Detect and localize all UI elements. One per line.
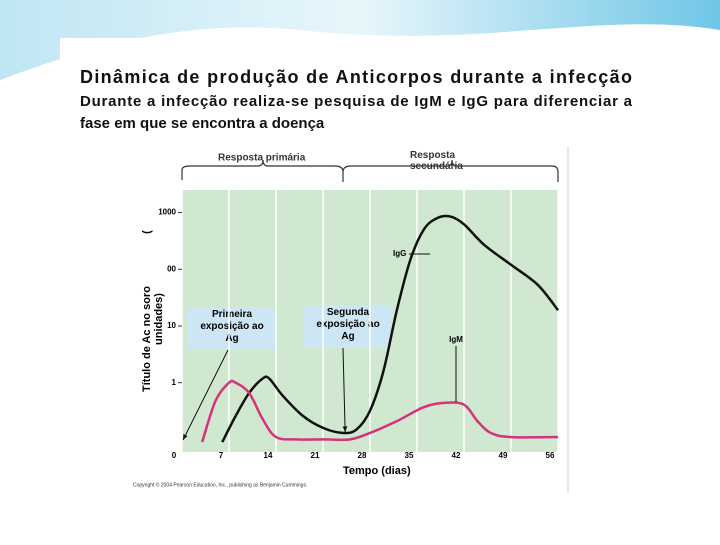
slide-text: fase em que se encontra a doença	[80, 115, 325, 132]
series-label: IgG	[393, 249, 406, 258]
annotation-box	[188, 307, 276, 350]
annotation: Primeira exposição ao Ag	[200, 309, 264, 344]
x-tick-label: 35	[405, 451, 414, 460]
x-tick-label: 49	[499, 451, 508, 460]
x-tick-label: 21	[311, 451, 320, 460]
phase-brackets	[181, 159, 559, 182]
annotation-box	[304, 305, 392, 348]
slide-text: Durante a infecção realiza-se pesquisa d…	[80, 93, 633, 110]
annotation-box: Primeira exposição ao Ag	[200, 309, 264, 344]
phase-label: Resposta primária	[218, 153, 306, 164]
x-tick-label: 0	[172, 451, 177, 460]
y-tick-label: 00	[167, 264, 176, 273]
series-label: IgM	[449, 335, 463, 344]
y-tick-label: 10	[167, 321, 176, 330]
y-axis-label: unidades)	[153, 293, 165, 345]
arrow-head	[183, 434, 188, 440]
phase-label-box: Resposta secundária	[410, 150, 463, 172]
header-wave	[0, 0, 720, 80]
annotation-box: Segunda exposição ao Ag	[316, 307, 380, 342]
arrow-head	[342, 426, 348, 432]
x-axis-label: Tempo (dias)	[343, 465, 411, 477]
series-line	[200, 379, 559, 443]
y-axis-label: (	[141, 230, 153, 234]
series-line	[221, 214, 559, 443]
y-tick-label: 1000	[158, 208, 176, 217]
x-tick-label: 7	[219, 451, 224, 460]
y-tick-label: 1	[172, 378, 177, 387]
copyright: Copyright © 2004 Pearson Education, Inc.…	[133, 481, 307, 488]
y-axis-label: Título de Ac no soro	[141, 286, 153, 392]
annotation: Segunda exposição ao Ag	[316, 307, 380, 342]
x-tick-label: 14	[264, 451, 273, 460]
x-tick-label: 28	[358, 451, 367, 460]
annotation-arrow	[342, 347, 346, 433]
phase-label: Resposta secundária	[410, 150, 463, 172]
annotation-arrow	[182, 349, 229, 441]
x-tick-label: 42	[452, 451, 461, 460]
x-tick-label: 56	[546, 451, 555, 460]
slide-title: Dinâmica de produção de Anticorpos duran…	[80, 67, 632, 87]
